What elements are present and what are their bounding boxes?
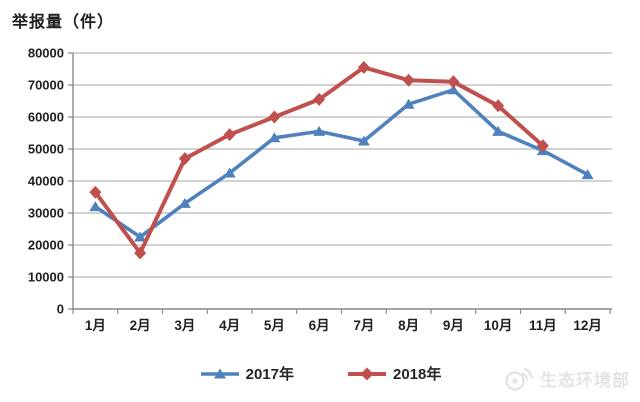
data-point-2018年-10月 <box>492 99 505 113</box>
y-tick-label-20000: 20000 <box>28 238 64 253</box>
y-tick-label-50000: 50000 <box>28 142 64 157</box>
legend-item-2018: 2018年 <box>346 363 441 384</box>
x-tick-label-6: 6月 <box>309 318 330 333</box>
data-point-2018年-6月 <box>313 92 326 106</box>
x-tick-label-3: 3月 <box>174 318 195 333</box>
x-tick-label-2: 2月 <box>130 318 151 333</box>
y-tick-label-0: 0 <box>57 302 64 317</box>
data-point-2017年-4月 <box>223 167 236 178</box>
data-point-2018年-3月 <box>178 152 191 166</box>
data-point-2018年-11月 <box>536 139 549 153</box>
legend-item-2017: 2017年 <box>199 363 294 384</box>
x-tick-label-1: 1月 <box>85 318 106 333</box>
legend-marker-2017-triangle-icon <box>200 368 239 378</box>
x-tick-label-7: 7月 <box>353 318 374 333</box>
data-point-2017年-10月 <box>492 125 505 136</box>
data-point-2018年-7月 <box>357 60 370 74</box>
x-tick-label-5: 5月 <box>264 318 285 333</box>
data-point-2017年-5月 <box>268 132 281 143</box>
x-tick-label-4: 4月 <box>219 318 240 333</box>
data-point-2017年-7月 <box>357 135 370 146</box>
data-point-2017年-8月 <box>402 98 415 109</box>
x-tick-label-8: 8月 <box>398 318 419 333</box>
y-tick-label-80000: 80000 <box>28 46 64 61</box>
watermark-text: 生态环境部 <box>540 370 630 390</box>
legend-label-2017: 2017年 <box>245 366 294 383</box>
x-tick-label-10: 10月 <box>484 318 513 333</box>
y-tick-label-70000: 70000 <box>28 78 64 93</box>
x-tick-label-9: 9月 <box>443 318 464 333</box>
data-point-2018年-2月 <box>134 246 147 260</box>
y-tick-label-30000: 30000 <box>28 206 64 221</box>
weibo-watermark: 生态环境部 <box>502 362 630 394</box>
x-tick-label-11: 11月 <box>529 318 557 333</box>
data-point-2017年-3月 <box>178 197 191 208</box>
y-tick-label-60000: 60000 <box>28 110 64 125</box>
x-tick-label-12: 12月 <box>573 318 602 333</box>
data-point-2018年-8月 <box>402 73 415 87</box>
data-point-2017年-9月 <box>447 84 460 95</box>
chart-legend: 2017年 2018年 <box>0 363 640 384</box>
data-point-2018年-4月 <box>223 128 236 142</box>
chart-title: 举报量（件） <box>12 14 115 31</box>
data-point-2018年-5月 <box>268 110 281 124</box>
data-point-2017年-12月 <box>581 169 594 180</box>
legend-label-2018: 2018年 <box>393 366 442 383</box>
data-point-2018年-1月 <box>89 185 102 199</box>
series-line-2017年 <box>93 88 590 239</box>
y-tick-label-10000: 10000 <box>28 270 64 285</box>
data-point-2017年-6月 <box>313 125 326 136</box>
weibo-icon <box>505 367 533 391</box>
data-point-2018年-9月 <box>447 75 460 89</box>
legend-marker-2018-diamond-icon <box>348 367 386 380</box>
y-tick-label-40000: 40000 <box>28 174 64 189</box>
data-point-2017年-2月 <box>134 231 147 242</box>
data-point-2017年-1月 <box>89 201 102 212</box>
